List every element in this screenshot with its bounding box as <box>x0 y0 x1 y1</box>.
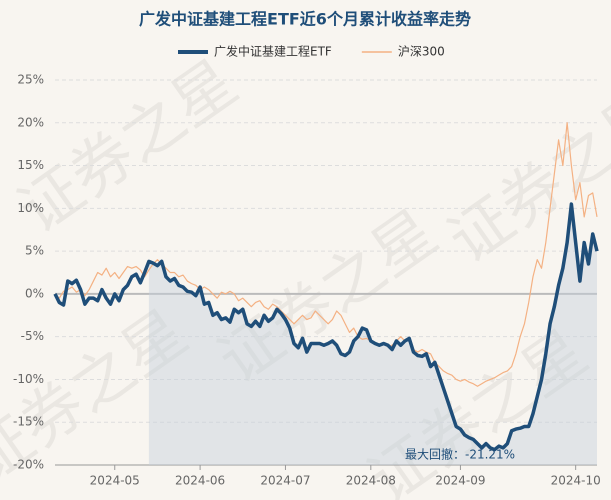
y-tick-label: 10% <box>17 201 44 215</box>
x-tick-label: 2024-05 <box>90 474 140 488</box>
y-tick-label: 5% <box>25 244 44 258</box>
legend-label: 沪深300 <box>398 45 445 59</box>
y-tick-label: 0% <box>25 286 44 300</box>
legend-label: 广发中证基建工程ETF <box>214 44 332 59</box>
x-tick-label: 2024-06 <box>175 474 225 488</box>
y-tick-label: 15% <box>17 158 44 172</box>
series-line <box>53 202 599 452</box>
y-tick-label: 20% <box>17 115 44 129</box>
y-tick-label: 25% <box>17 73 44 87</box>
x-tick-label: 2024-08 <box>346 474 396 488</box>
series-line <box>54 122 598 387</box>
chart-title: 广发中证基建工程ETF近6个月累计收益率走势 <box>139 10 471 29</box>
y-tick-label: -5% <box>21 329 44 343</box>
drawdown-area <box>148 204 597 466</box>
x-tick-label: 2024-09 <box>435 474 485 488</box>
y-tick-label: -10% <box>13 372 44 386</box>
annotation: 最大回撤：-21.21% <box>405 447 515 462</box>
y-tick-label: -15% <box>13 415 44 429</box>
x-tick-label: 2024-07 <box>260 474 310 488</box>
x-tick-label: 2024-10 <box>551 474 601 488</box>
y-tick-label: -20% <box>13 458 44 472</box>
